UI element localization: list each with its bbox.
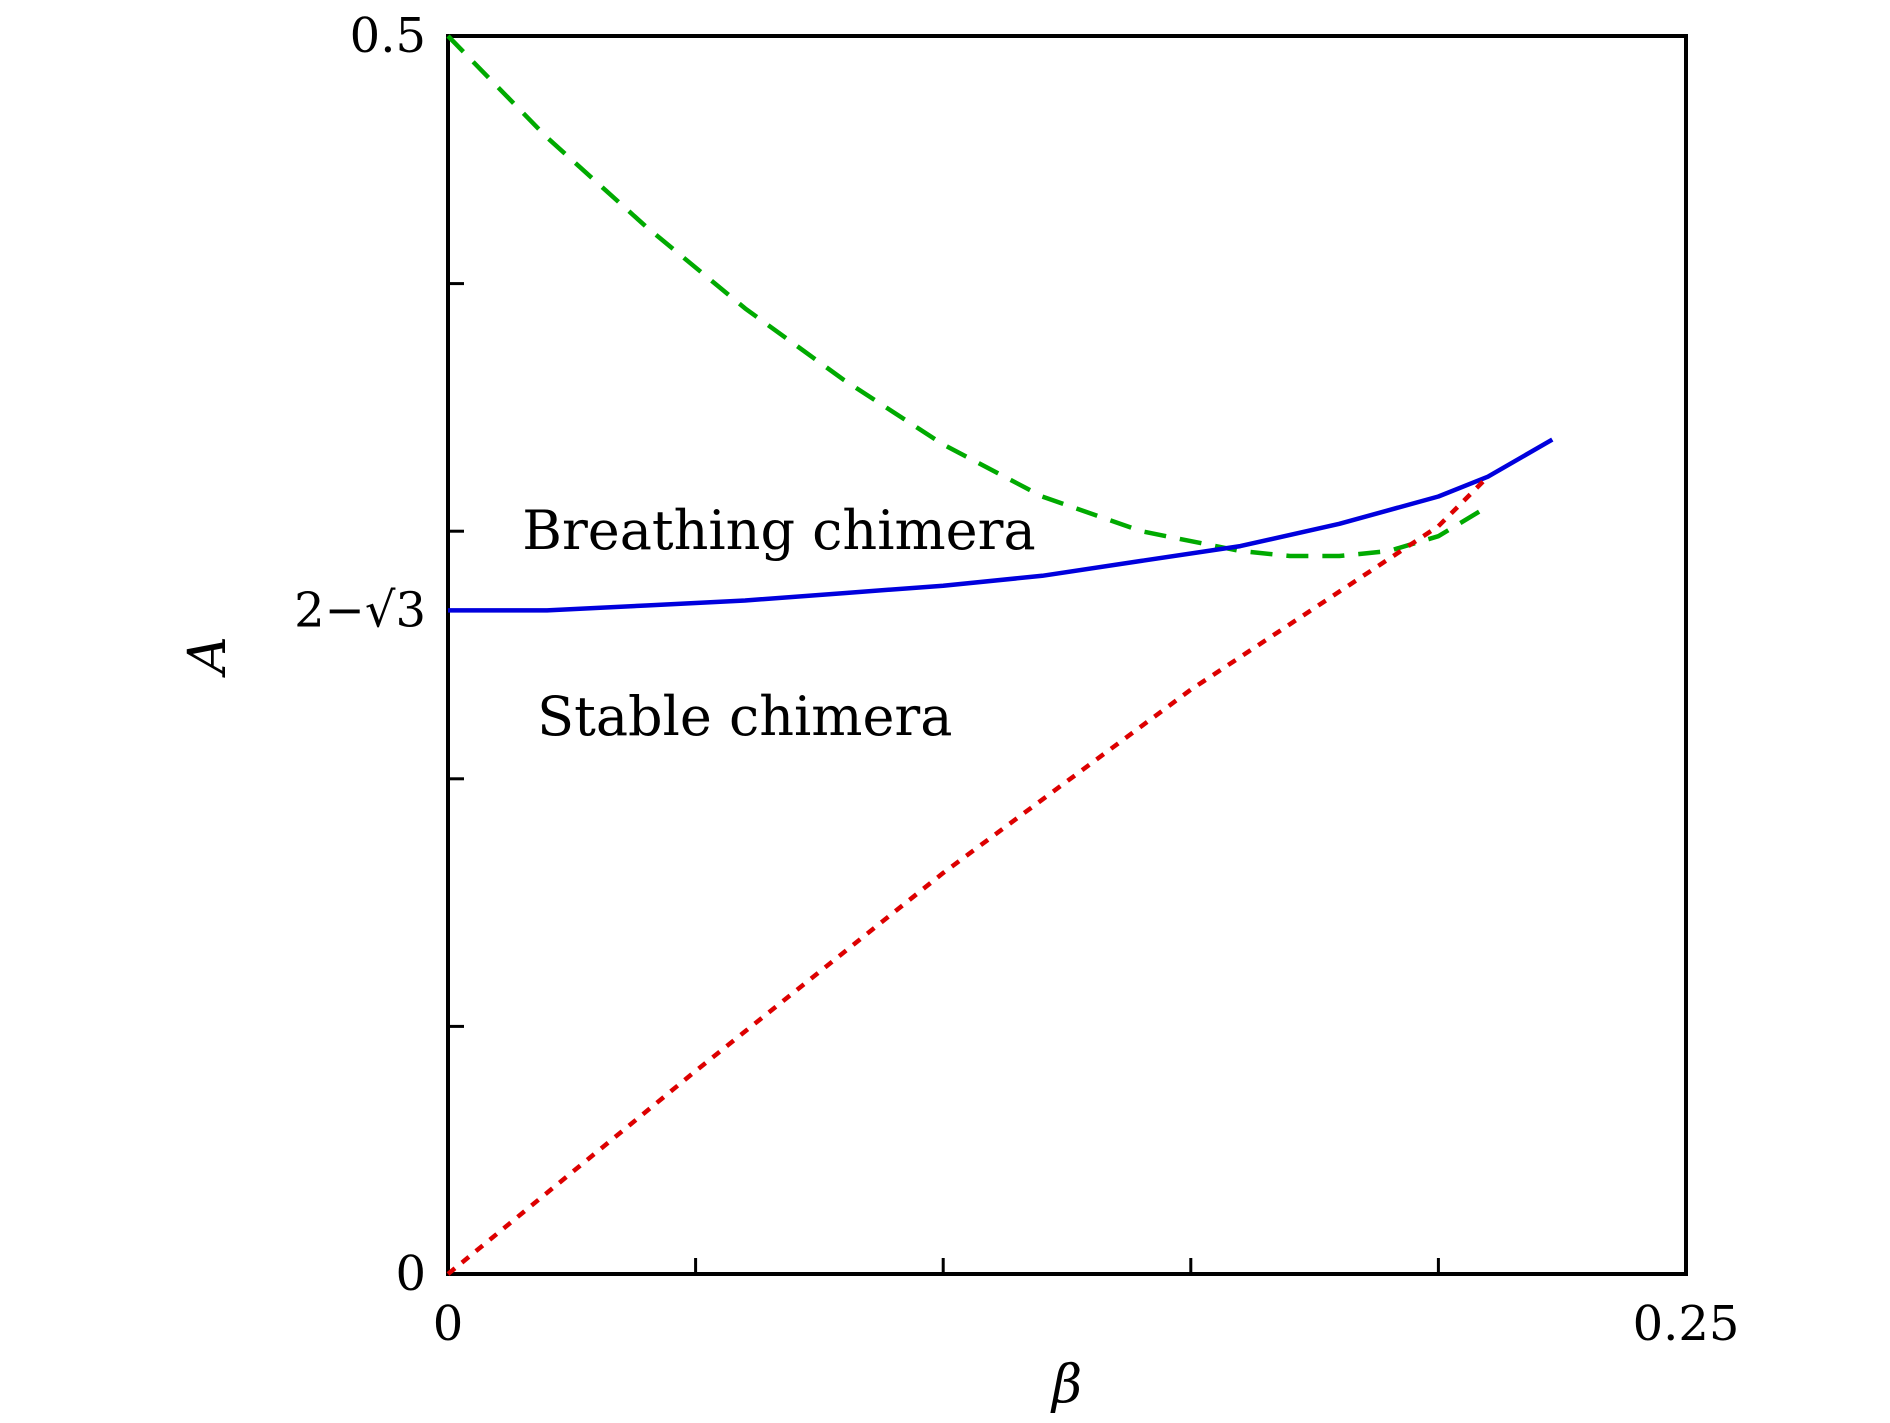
y-tick-label-2: 0.5 xyxy=(350,8,426,64)
x-tick-label-1: 0.25 xyxy=(1633,1296,1740,1352)
plot-frame xyxy=(446,34,1688,1276)
region-label-0: Breathing chimera xyxy=(522,499,1035,562)
series-layer xyxy=(446,34,1554,1276)
series-line-2 xyxy=(446,475,1490,1276)
series-line-0 xyxy=(446,34,1490,559)
region-label-1: Stable chimera xyxy=(537,685,952,748)
y-tick-label-1: 2−√3 xyxy=(294,582,426,638)
x-axis-label: β xyxy=(1050,1355,1082,1415)
x-tick-label-0: 0 xyxy=(433,1296,464,1352)
series-line-1 xyxy=(448,437,1554,613)
y-tick-label-0: 0 xyxy=(395,1246,426,1302)
y-axis-label: A xyxy=(178,636,238,678)
labels-layer: 0 0.25 0 2−√3 0.5 Breathing chimera Stable chi… xyxy=(294,8,1739,1352)
ticks-layer xyxy=(446,34,1688,1276)
